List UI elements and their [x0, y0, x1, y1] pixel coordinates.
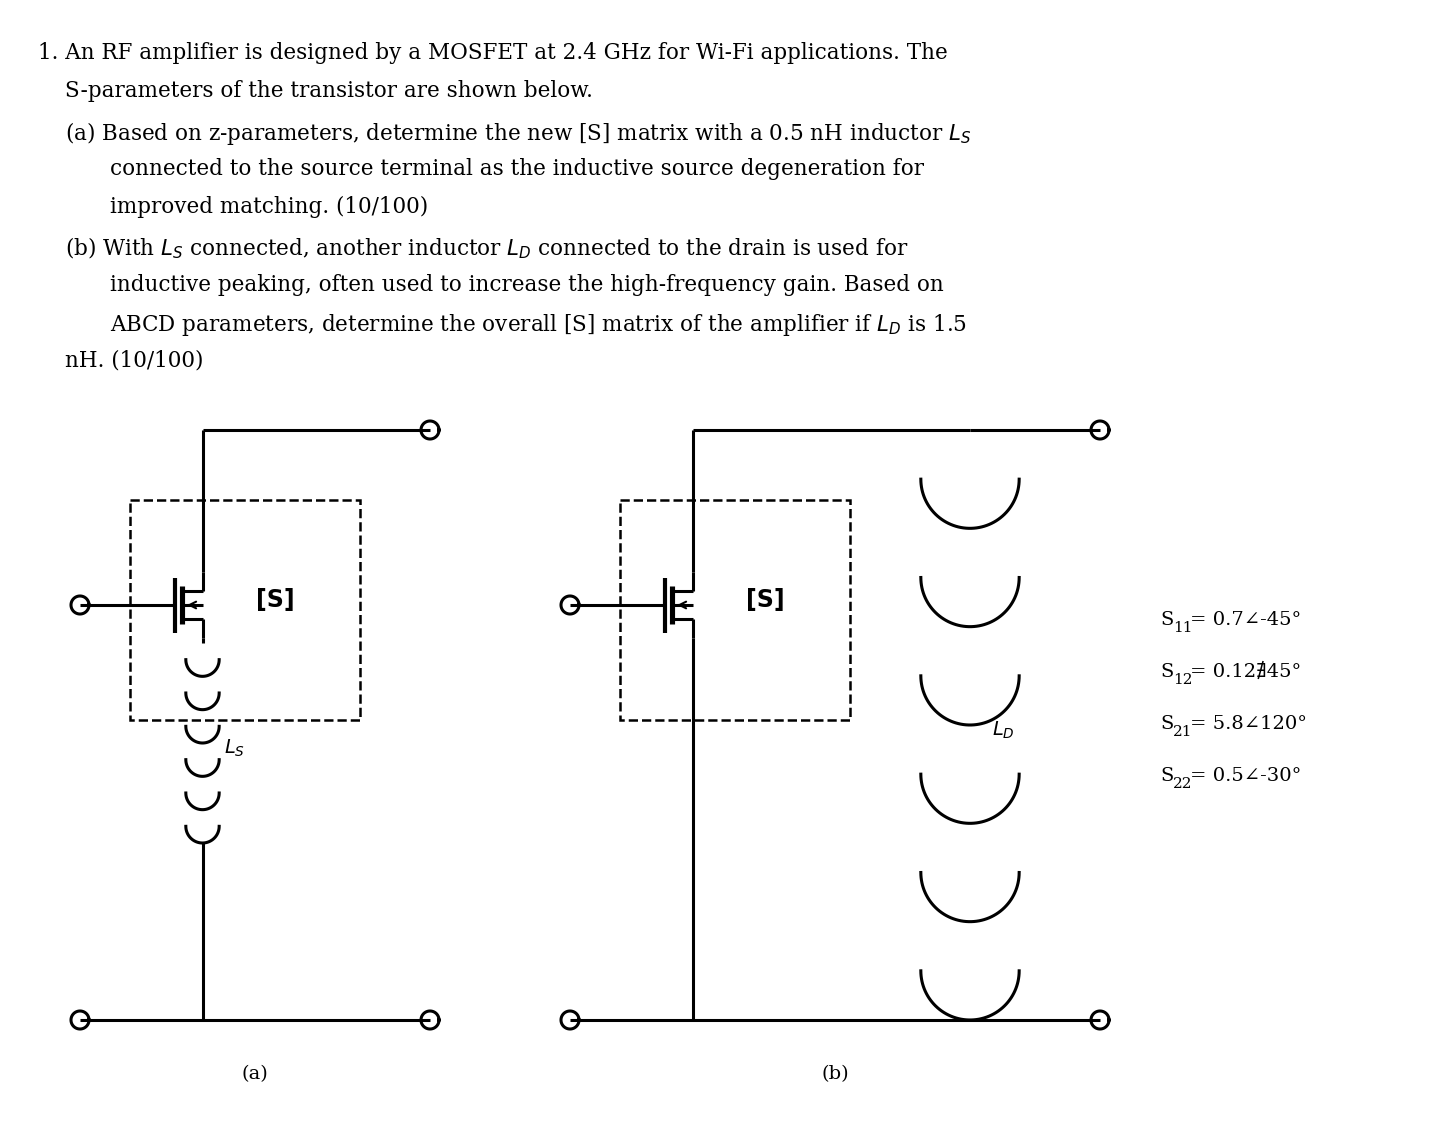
Text: = 0.5∠-30°: = 0.5∠-30°: [1190, 767, 1302, 785]
Text: 1. An RF amplifier is designed by a MOSFET at 2.4 GHz for Wi-Fi applications. Th: 1. An RF amplifier is designed by a MOSF…: [38, 42, 948, 64]
Text: connected to the source terminal as the inductive source degeneration for: connected to the source terminal as the …: [111, 158, 925, 180]
Text: S: S: [1160, 663, 1174, 682]
Text: 11: 11: [1174, 621, 1192, 635]
Bar: [620, 500, 850, 720]
Text: = 0.7∠-45°: = 0.7∠-45°: [1190, 611, 1302, 629]
Text: 12: 12: [1174, 672, 1192, 687]
Text: S: S: [1160, 611, 1174, 629]
Text: $L_S$: $L_S$: [224, 737, 246, 759]
Text: = 0.12∄45°: = 0.12∄45°: [1190, 662, 1302, 682]
Text: (b): (b): [821, 1065, 849, 1083]
Text: S: S: [1160, 767, 1174, 785]
Text: nH. (10/100): nH. (10/100): [66, 350, 204, 372]
Text: improved matching. (10/100): improved matching. (10/100): [111, 196, 428, 218]
Bar: [130, 500, 360, 720]
Text: [S]: [S]: [745, 589, 785, 612]
Text: = 5.8∠120°: = 5.8∠120°: [1190, 716, 1307, 733]
Text: S-parameters of the transistor are shown below.: S-parameters of the transistor are shown…: [66, 81, 593, 102]
Text: (a): (a): [242, 1065, 268, 1083]
Text: 22: 22: [1174, 777, 1192, 792]
Text: ABCD parameters, determine the overall [S] matrix of the amplifier if $L_D$ is 1: ABCD parameters, determine the overall […: [111, 312, 967, 338]
Text: $L_D$: $L_D$: [992, 719, 1015, 741]
Text: 21: 21: [1174, 725, 1192, 739]
Text: inductive peaking, often used to increase the high-frequency gain. Based on: inductive peaking, often used to increas…: [111, 274, 943, 296]
Text: (a) Based on z-parameters, determine the new [S] matrix with a 0.5 nH inductor $: (a) Based on z-parameters, determine the…: [66, 120, 971, 147]
Text: [S]: [S]: [256, 589, 294, 612]
Text: (b) With $L_S$ connected, another inductor $L_D$ connected to the drain is used : (b) With $L_S$ connected, another induct…: [66, 236, 909, 261]
Text: S: S: [1160, 716, 1174, 733]
